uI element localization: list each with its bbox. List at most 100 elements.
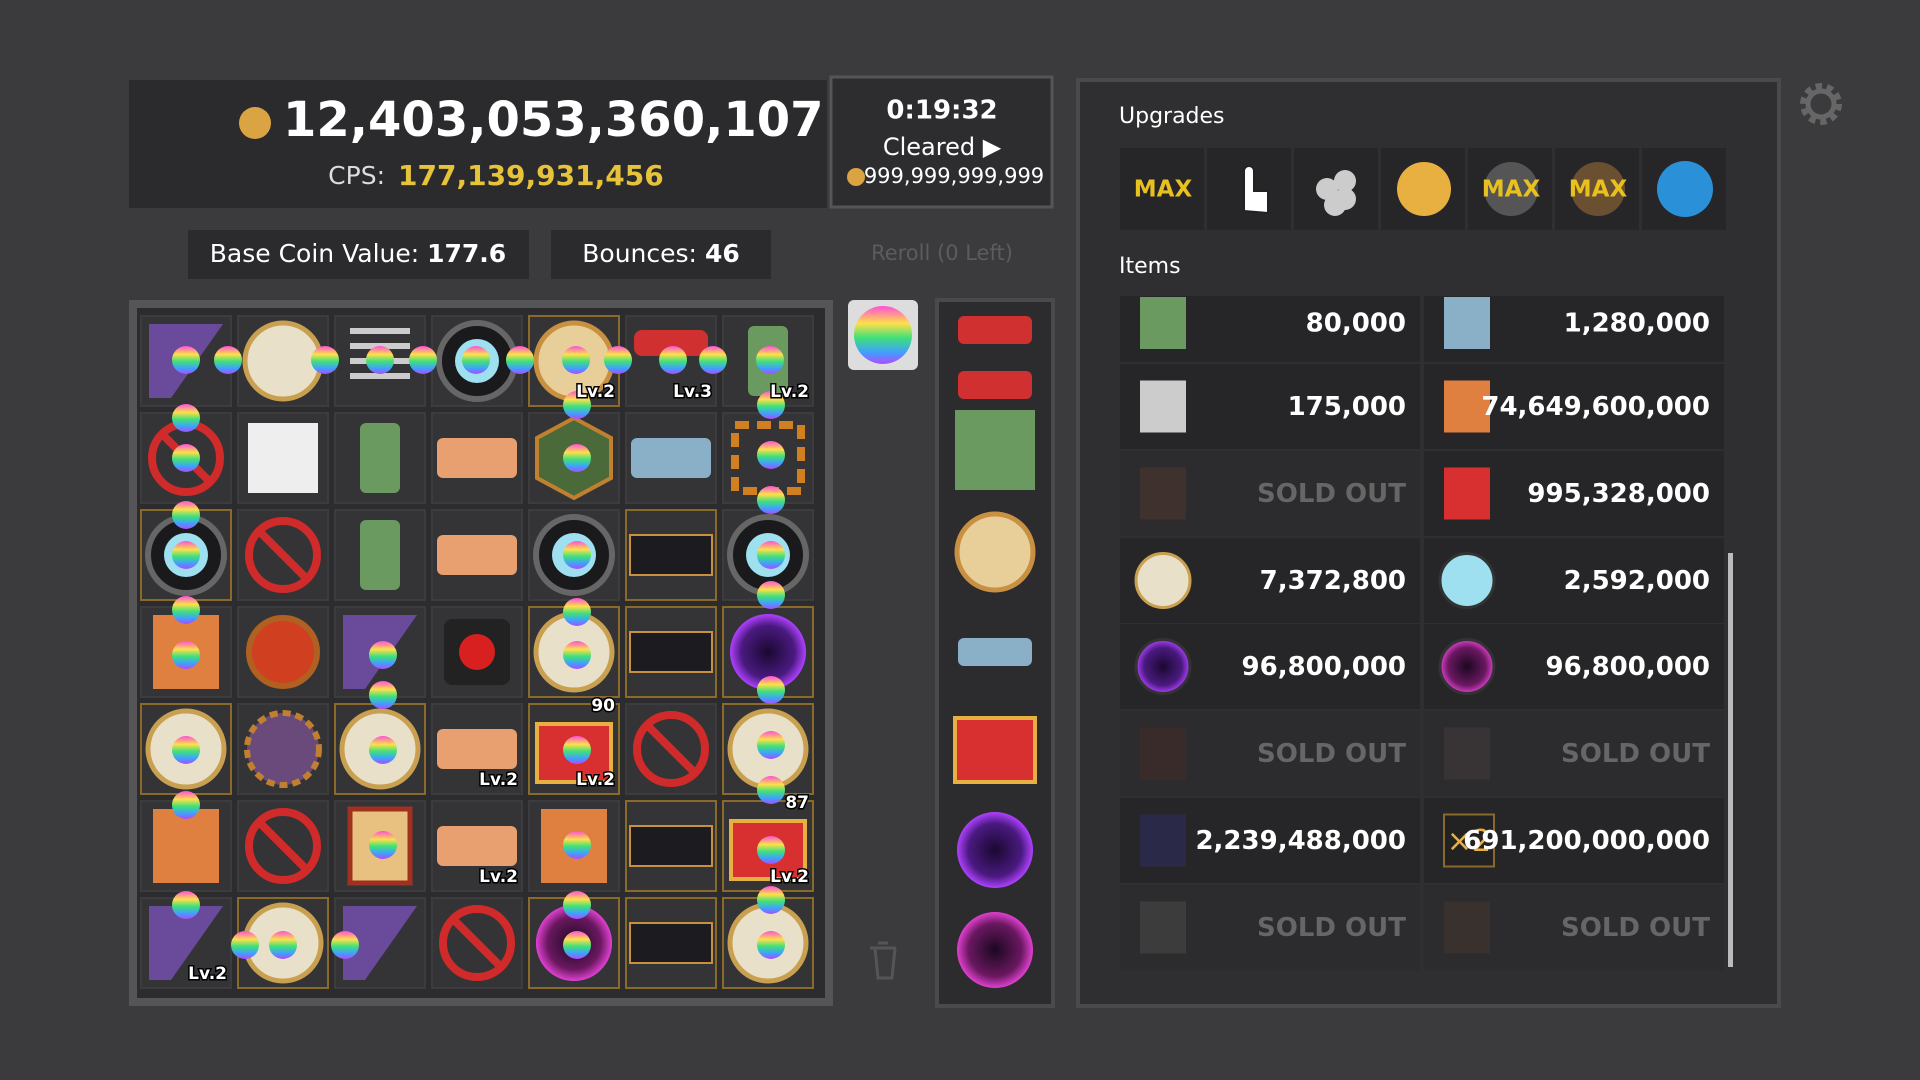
ball: [563, 931, 591, 959]
blocker-bar: [256, 819, 310, 873]
upgrade-slot[interactable]: [1120, 148, 1204, 230]
item-icon: [1140, 901, 1186, 954]
item-price: 2,239,488,000: [1195, 826, 1406, 856]
item-cell[interactable]: [1424, 711, 1724, 796]
base-coin-value: Base Coin Value: 177.6: [210, 239, 506, 268]
ball: [331, 931, 359, 959]
item-icon: [1140, 727, 1186, 780]
ball: [366, 346, 394, 374]
tile-label: Lv.2: [770, 382, 809, 402]
item-price: SOLD OUT: [1257, 479, 1406, 509]
item-icon: [1444, 380, 1490, 433]
ball: [311, 346, 339, 374]
conveyor: [629, 534, 713, 576]
tile-label: 87: [785, 793, 809, 813]
ball: [756, 346, 784, 374]
ball: [563, 391, 591, 419]
item-cell[interactable]: [1120, 885, 1420, 970]
ball: [563, 598, 591, 626]
item-cell[interactable]: [1424, 885, 1724, 970]
timer: 0:19:32: [886, 96, 997, 126]
item-icon: [1444, 727, 1490, 780]
cannon: [631, 438, 711, 478]
blocker-bar: [450, 916, 504, 970]
ball: [172, 444, 200, 472]
trash-icon[interactable]: [870, 941, 897, 980]
bumper: [634, 330, 708, 356]
launcher: [360, 423, 400, 493]
ball: [369, 641, 397, 669]
base-label: Base Coin Value:: [210, 239, 419, 268]
ball: [757, 486, 785, 514]
bounces: Bounces: 46: [582, 239, 739, 268]
gear-teeth: [1800, 83, 1842, 125]
ball: [172, 641, 200, 669]
item-price: 74,649,600,000: [1481, 392, 1710, 422]
coin-panel: [129, 80, 827, 208]
upgrade-disc: [1571, 162, 1625, 216]
items-title: Items: [1119, 254, 1181, 279]
ball: [369, 681, 397, 709]
tile-label: Lv.2: [770, 867, 809, 887]
ball: [269, 931, 297, 959]
conveyor: [629, 825, 713, 867]
coin-upgrade: [1397, 162, 1451, 216]
upgrade-disc: [1484, 162, 1538, 216]
ball: [172, 736, 200, 764]
item-cell[interactable]: [1120, 711, 1420, 796]
cleared-status: Cleared ▶: [883, 133, 1002, 161]
ball: [172, 791, 200, 819]
item-icon: [1444, 467, 1490, 520]
bounces-label: Bounces:: [582, 239, 697, 268]
timer-panel: [829, 75, 1054, 209]
ball: [757, 731, 785, 759]
ball: [214, 346, 242, 374]
upgrades-title: Upgrades: [1119, 104, 1225, 129]
item-price: 175,000: [1288, 392, 1406, 422]
ball: [172, 596, 200, 624]
coin-icon: [239, 107, 271, 139]
blocker: [439, 905, 515, 981]
ball: [699, 346, 727, 374]
item-icon: [1443, 813, 1495, 868]
scrollbar: [1728, 553, 1733, 967]
item-icon: [1134, 552, 1192, 609]
ball: [563, 831, 591, 859]
ball: [757, 676, 785, 704]
ball: [172, 891, 200, 919]
reroll-button[interactable]: Reroll (0 Left): [871, 241, 1013, 265]
item-icon: [1140, 467, 1186, 520]
ball: [757, 441, 785, 469]
pad: [153, 809, 219, 883]
item-icon-text: ×2: [1447, 824, 1491, 859]
arrow-tile: [248, 423, 318, 493]
star: [246, 615, 320, 689]
bounces-value: 46: [705, 239, 740, 268]
queued-item: [957, 812, 1033, 888]
item-price: 691,200,000,000: [1463, 826, 1710, 856]
cannon: [437, 826, 517, 866]
ball: [757, 581, 785, 609]
ball: [757, 886, 785, 914]
queued-item: [957, 912, 1033, 988]
cannon: [437, 535, 517, 575]
clock: [242, 320, 324, 402]
target-coin: [847, 168, 865, 186]
bumper: [149, 906, 223, 980]
launcher: [360, 520, 400, 590]
queued-item: [954, 511, 1036, 593]
blocker-bar: [256, 528, 310, 582]
item-price: SOLD OUT: [1257, 913, 1406, 943]
upgrade-max: MAX: [1482, 177, 1541, 203]
balls-icon: [1324, 194, 1346, 216]
item-price: 80,000: [1306, 309, 1406, 339]
ball: [172, 404, 200, 432]
chest: [729, 819, 807, 881]
blocker: [245, 808, 321, 884]
item-cell[interactable]: [1120, 451, 1420, 536]
ball: [757, 836, 785, 864]
blocker: [633, 711, 709, 787]
globe-icon: [1657, 161, 1713, 217]
base-value: 177.6: [427, 239, 506, 268]
settings-gear[interactable]: [1800, 83, 1842, 125]
